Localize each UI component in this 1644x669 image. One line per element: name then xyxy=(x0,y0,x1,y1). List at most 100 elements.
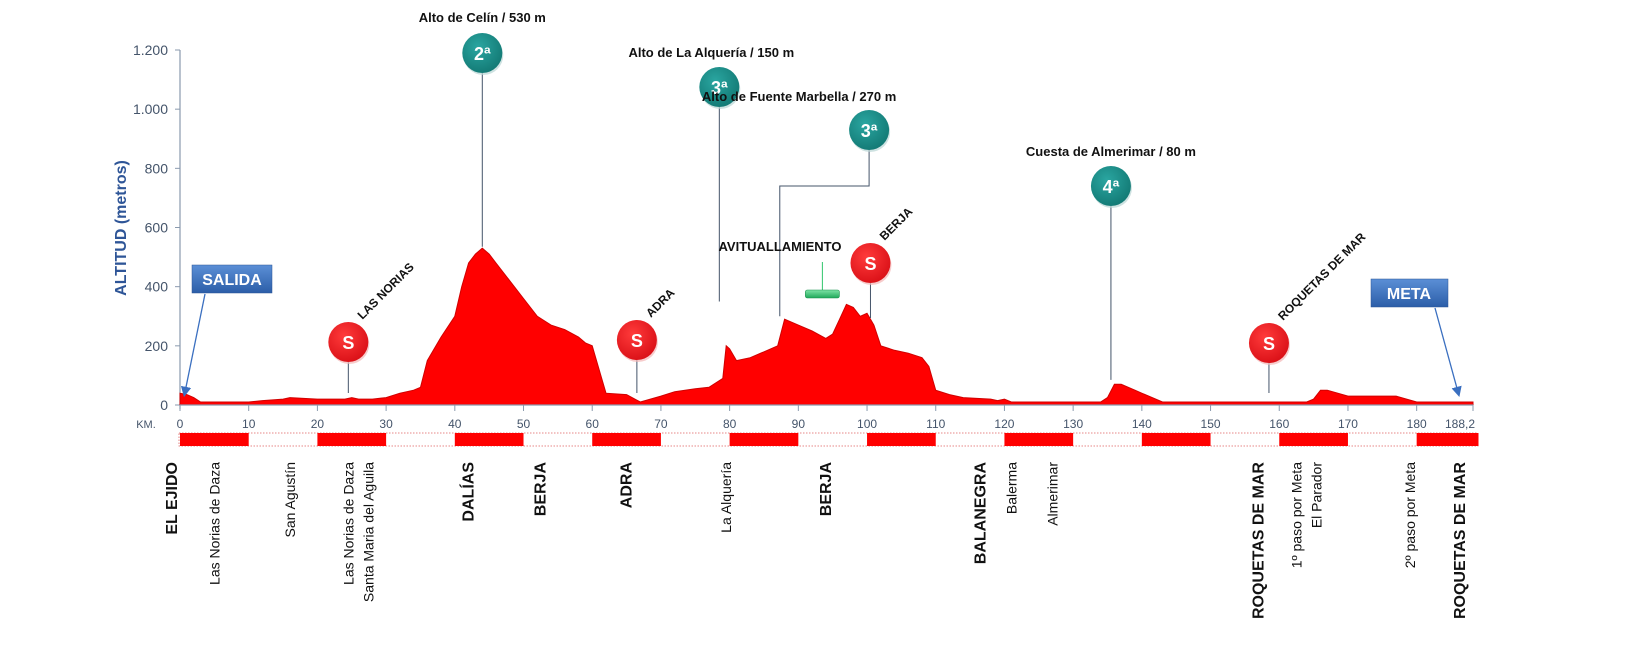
x-tick-label: 170 xyxy=(1338,417,1358,431)
pass-name-label: Alto de La Alquería / 150 m xyxy=(628,45,794,60)
y-tick-label: 1.000 xyxy=(133,101,168,117)
sprint-symbol: S xyxy=(864,254,876,274)
mountain-passes: 2ª Alto de Celín / 530 m 3ª Alto de La Alqu… xyxy=(419,10,1196,380)
x-axis: KM. 0 10 20 30 40 50 60 70 80 90 100 110 120 130 140 150… xyxy=(136,404,1475,431)
x-tick-label: 110 xyxy=(926,417,945,431)
feed-zone-marker: AVITUALLAMIENTO xyxy=(718,239,842,299)
annotations: SALIDA META AVITUALLAMIENTO xyxy=(180,239,1462,398)
feed-zone-bar-icon xyxy=(805,289,840,299)
km-stripe-segment xyxy=(592,433,661,446)
x-tick-label: 90 xyxy=(792,417,806,431)
locality-name: ROQUETAS DE MAR xyxy=(1251,462,1268,619)
km-stripe-bar xyxy=(178,432,1479,447)
category-label: 3ª xyxy=(861,121,878,141)
y-tick-label: 0 xyxy=(160,397,168,413)
mountain-pass-marker: 2ª Alto de Celín / 530 m xyxy=(419,10,546,247)
locality-name: BERJA xyxy=(818,462,835,517)
pass-leader-line xyxy=(779,150,870,317)
locality-name: La Alquería xyxy=(718,462,734,533)
locality-label: BALANEGRA xyxy=(972,462,989,565)
km-stripe-segment xyxy=(180,433,249,446)
y-axis: 0 200 400 600 800 1.000 1.200 ALTITUD (metros) xyxy=(113,42,181,413)
locality-label: La Alquería xyxy=(718,462,734,533)
x-tick-label: 70 xyxy=(654,417,668,431)
km-stripe-segment xyxy=(1004,433,1074,446)
locality-name: San Agustín xyxy=(282,462,298,538)
locality-name: BERJA xyxy=(533,462,550,517)
km-stripe-segment xyxy=(1416,433,1479,446)
sprint-symbol: S xyxy=(631,331,643,351)
x-tick-label: 180 xyxy=(1407,417,1427,431)
locality-label: San Agustín xyxy=(282,462,298,538)
km-stripe-segment xyxy=(1279,433,1348,446)
locality-label: EL EJIDO xyxy=(164,462,181,535)
category-label: 2ª xyxy=(474,44,491,64)
locality-name: ADRA xyxy=(619,462,636,509)
locality-name: DALÍAS xyxy=(459,462,478,522)
locality-name: EL EJIDO xyxy=(164,462,181,535)
salida-text: SALIDA xyxy=(202,272,262,289)
elevation-area-path xyxy=(179,247,1474,406)
locality-name: Las Norias de Daza xyxy=(341,462,357,585)
km-stripe-segment xyxy=(454,433,524,446)
locality-name: Las Norias de Daza xyxy=(206,462,222,585)
category-label: 3ª xyxy=(711,78,728,98)
feed-zone-label: AVITUALLAMIENTO xyxy=(718,239,841,254)
y-tick-label: 400 xyxy=(145,279,169,295)
km-stripe-segment xyxy=(317,433,387,446)
pass-name-label: Alto de Celín / 530 m xyxy=(419,10,546,25)
y-tick-label: 200 xyxy=(145,338,169,354)
locality-label: BERJA xyxy=(818,462,835,517)
locality-label: Balerma xyxy=(1003,462,1019,514)
locality-label: Las Norias de Daza Santa Maria del Aguila xyxy=(341,462,377,602)
pass-name-label: Cuesta de Almerimar / 80 m xyxy=(1026,144,1196,159)
category-badge-icon xyxy=(462,33,503,73)
finish-meta-label: META xyxy=(1370,278,1462,398)
y-tick-label: 1.200 xyxy=(133,42,168,58)
x-tick-label: 80 xyxy=(723,417,737,431)
x-tick-label: 0 xyxy=(177,417,184,431)
y-tick-label: 600 xyxy=(145,220,169,236)
x-tick-label: 50 xyxy=(517,417,531,431)
mountain-pass-marker: 3ª Alto de Fuente Marbella / 270 m xyxy=(702,89,896,317)
elevation-area xyxy=(179,247,1474,406)
mountain-pass-marker: 3ª Alto de La Alquería / 150 m xyxy=(628,45,794,302)
x-tick-label: 60 xyxy=(586,417,600,431)
locality-name: Balerma xyxy=(1003,462,1019,514)
sprint-symbol: S xyxy=(1263,334,1275,354)
category-badge-icon xyxy=(849,110,890,150)
locality-name: 2º paso por Meta xyxy=(1402,462,1418,568)
x-tick-label: 20 xyxy=(311,417,325,431)
locality-name: BALANEGRA xyxy=(972,462,989,565)
locality-label: ROQUETAS DE MAR xyxy=(1452,462,1469,619)
category-badge-icon xyxy=(1090,166,1131,206)
meta-arrow-icon xyxy=(1434,307,1462,398)
x-tick-label: 40 xyxy=(448,417,462,431)
sprint-name-label: ROQUETAS DE MAR xyxy=(1275,230,1368,323)
sprint-name-label: LAS NORIAS xyxy=(355,260,417,322)
sprint-s-icon xyxy=(850,243,891,283)
locality-label: 2º paso por Meta xyxy=(1402,462,1418,568)
x-tick-label: 150 xyxy=(1201,417,1221,431)
locality-name: Santa Maria del Aguila xyxy=(361,462,377,602)
locality-label: ROQUETAS DE MAR xyxy=(1251,462,1268,619)
x-tick-label: 140 xyxy=(1132,417,1152,431)
locality-label: BERJA xyxy=(533,462,550,517)
x-tick-label: 120 xyxy=(994,417,1014,431)
mountain-pass-marker: 4ª Cuesta de Almerimar / 80 m xyxy=(1026,144,1196,380)
category-badge-icon xyxy=(699,67,740,107)
km-stripe-segment xyxy=(729,433,799,446)
x-tick-label: 130 xyxy=(1063,417,1083,431)
sprint-s-icon xyxy=(1248,323,1289,363)
x-tick-label: 30 xyxy=(379,417,393,431)
locality-label: Las Norias de Daza xyxy=(206,462,222,585)
locality-label: DALÍAS xyxy=(459,462,478,522)
sprint-s-icon xyxy=(616,320,657,360)
locality-name: 1º paso por Meta xyxy=(1289,462,1305,568)
locality-label: Almerimar xyxy=(1045,462,1061,526)
